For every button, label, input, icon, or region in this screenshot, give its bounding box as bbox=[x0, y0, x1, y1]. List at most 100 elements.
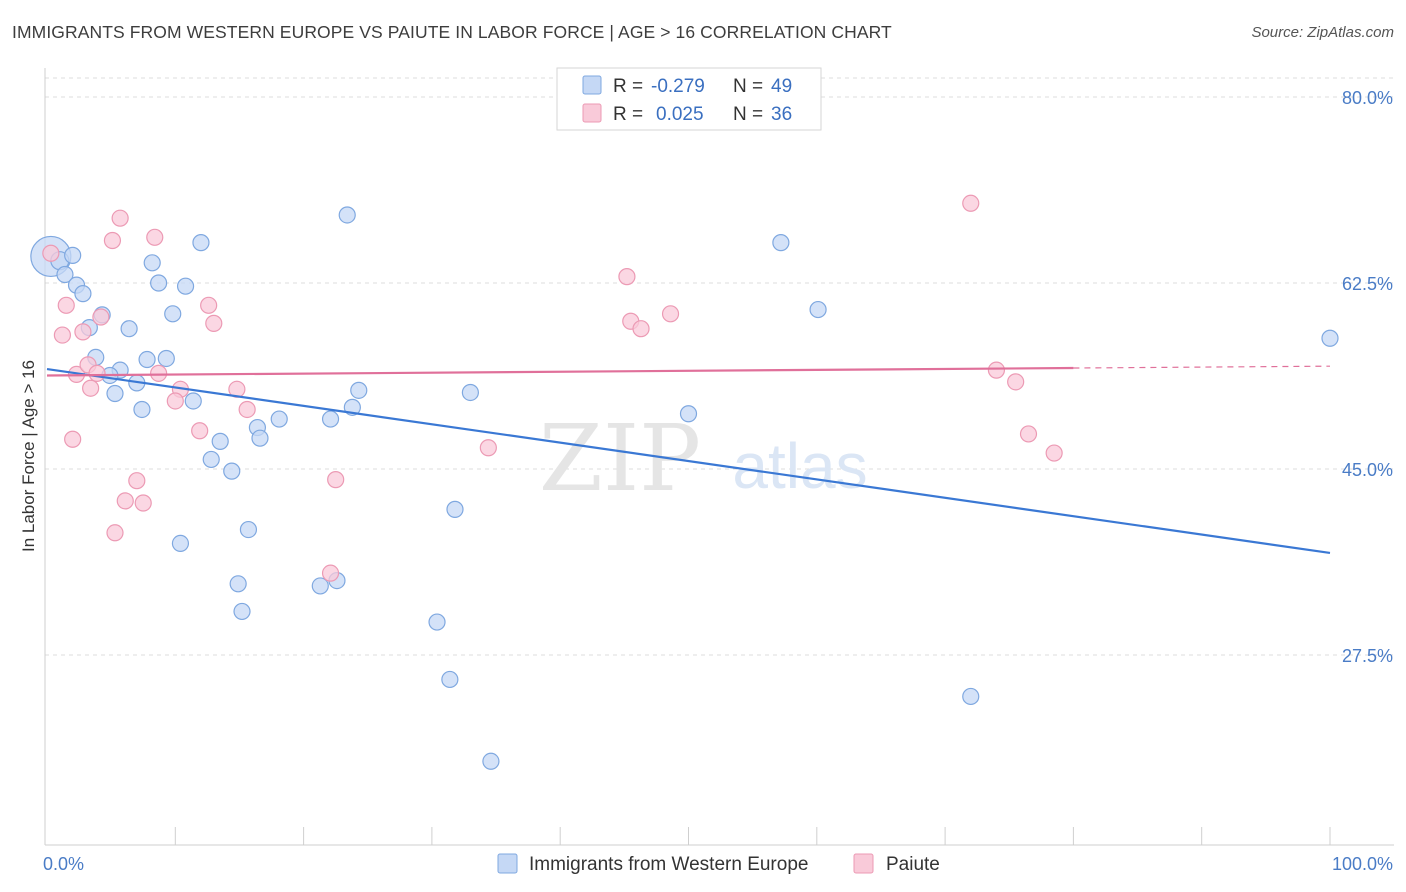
trend-line-immigrants bbox=[46, 368, 1331, 555]
point-immigrants bbox=[202, 450, 220, 469]
point-immigrants bbox=[176, 277, 195, 295]
trend-lines bbox=[46, 365, 1331, 555]
series-legend-label-paiute: Paiute bbox=[886, 854, 940, 875]
point-immigrants bbox=[133, 400, 151, 419]
point-paiute bbox=[111, 209, 129, 227]
point-paiute bbox=[42, 244, 60, 262]
point-paiute bbox=[146, 228, 164, 246]
y-axis-label: In Labor Force | Age > 16 bbox=[19, 360, 38, 552]
point-immigrants bbox=[251, 429, 269, 447]
legend-r-label-1: R = bbox=[613, 76, 643, 97]
point-immigrants bbox=[809, 300, 827, 319]
point-immigrants bbox=[171, 534, 190, 553]
legend-r-value-2: 0.025 bbox=[656, 104, 704, 125]
y-tick-label: 62.5% bbox=[1342, 274, 1393, 294]
point-paiute bbox=[134, 494, 152, 512]
series-legend: Immigrants from Western Europe Paiute bbox=[497, 853, 940, 875]
legend-n-value-1: 49 bbox=[771, 76, 792, 97]
stats-legend: R = -0.279 N = 49 R = 0.025 N = 36 bbox=[556, 67, 822, 131]
point-immigrants bbox=[211, 432, 229, 450]
point-immigrants bbox=[350, 381, 368, 399]
axes bbox=[44, 68, 1394, 846]
legend-swatch-pink bbox=[582, 103, 602, 123]
trend-line-extension bbox=[1073, 365, 1331, 369]
point-immigrants bbox=[120, 320, 138, 338]
point-immigrants bbox=[223, 462, 241, 480]
x-tick-label: 100.0% bbox=[1332, 854, 1393, 874]
point-immigrants bbox=[164, 305, 182, 323]
point-paiute bbox=[88, 364, 106, 382]
point-immigrants bbox=[143, 254, 161, 272]
point-paiute bbox=[74, 323, 92, 341]
point-paiute bbox=[618, 268, 636, 286]
point-paiute bbox=[1045, 444, 1063, 462]
point-immigrants bbox=[184, 392, 202, 410]
y-tick-label: 80.0% bbox=[1342, 88, 1393, 108]
point-immigrants bbox=[233, 602, 251, 621]
point-immigrants bbox=[962, 687, 980, 706]
watermark: ZIP atlas bbox=[539, 405, 868, 512]
point-immigrants bbox=[270, 410, 288, 428]
point-immigrants bbox=[679, 405, 698, 423]
point-paiute bbox=[57, 296, 75, 314]
legend-n-label-1: N = bbox=[733, 76, 763, 97]
series-legend-swatch-immigrants bbox=[497, 853, 518, 874]
point-paiute bbox=[166, 392, 184, 410]
point-paiute bbox=[661, 305, 680, 323]
point-immigrants bbox=[428, 613, 446, 631]
point-paiute bbox=[327, 471, 345, 489]
point-paiute bbox=[64, 430, 82, 448]
point-paiute bbox=[632, 320, 650, 338]
series-paiute-points bbox=[42, 194, 1063, 582]
y-tick-label: 27.5% bbox=[1342, 646, 1393, 666]
point-immigrants bbox=[74, 285, 92, 303]
point-paiute bbox=[92, 308, 110, 326]
point-immigrants bbox=[311, 577, 329, 595]
source-label: Source: ZipAtlas.com bbox=[1251, 24, 1394, 41]
point-paiute bbox=[106, 524, 124, 542]
legend-r-label-2: R = bbox=[613, 104, 643, 125]
point-immigrants bbox=[482, 752, 500, 770]
point-paiute bbox=[321, 564, 340, 582]
grid-lines bbox=[45, 77, 1394, 656]
legend-r-value-1: -0.279 bbox=[651, 76, 705, 97]
series-legend-label-immigrants: Immigrants from Western Europe bbox=[529, 854, 808, 875]
chart-title: IMMIGRANTS FROM WESTERN EUROPE VS PAIUTE… bbox=[12, 22, 892, 42]
point-paiute bbox=[116, 492, 134, 510]
y-tick-labels: 80.0% 62.5% 45.0% 27.5% bbox=[1342, 88, 1393, 666]
point-immigrants bbox=[56, 265, 74, 284]
point-immigrants bbox=[106, 384, 124, 403]
point-immigrants bbox=[446, 500, 464, 518]
point-paiute bbox=[1019, 425, 1038, 443]
point-immigrants bbox=[772, 234, 790, 252]
point-paiute bbox=[962, 194, 980, 212]
point-paiute bbox=[128, 472, 146, 490]
point-paiute bbox=[479, 439, 497, 457]
point-paiute bbox=[1007, 373, 1025, 391]
x-ticks: 0.0% 100.0% bbox=[43, 827, 1393, 874]
point-immigrants bbox=[157, 349, 175, 368]
point-paiute bbox=[150, 364, 168, 382]
point-immigrants bbox=[64, 246, 82, 264]
point-paiute bbox=[53, 326, 71, 344]
point-immigrants bbox=[138, 350, 156, 369]
point-paiute bbox=[191, 422, 209, 440]
point-immigrants bbox=[441, 670, 459, 689]
point-immigrants bbox=[338, 206, 356, 224]
legend-n-label-2: N = bbox=[733, 104, 763, 125]
point-immigrants bbox=[229, 575, 247, 593]
point-paiute bbox=[205, 314, 223, 332]
point-immigrants bbox=[321, 410, 340, 428]
point-paiute bbox=[238, 400, 256, 419]
legend-swatch-blue bbox=[582, 75, 602, 95]
series-immigrants-points bbox=[30, 206, 1339, 770]
point-immigrants bbox=[461, 383, 479, 402]
point-immigrants bbox=[192, 234, 210, 252]
point-paiute bbox=[200, 296, 218, 314]
point-paiute bbox=[82, 379, 100, 397]
point-paiute bbox=[103, 231, 122, 250]
watermark-atlas: atlas bbox=[732, 430, 867, 502]
point-immigrants bbox=[150, 274, 168, 292]
x-tick-label: 0.0% bbox=[43, 854, 84, 874]
